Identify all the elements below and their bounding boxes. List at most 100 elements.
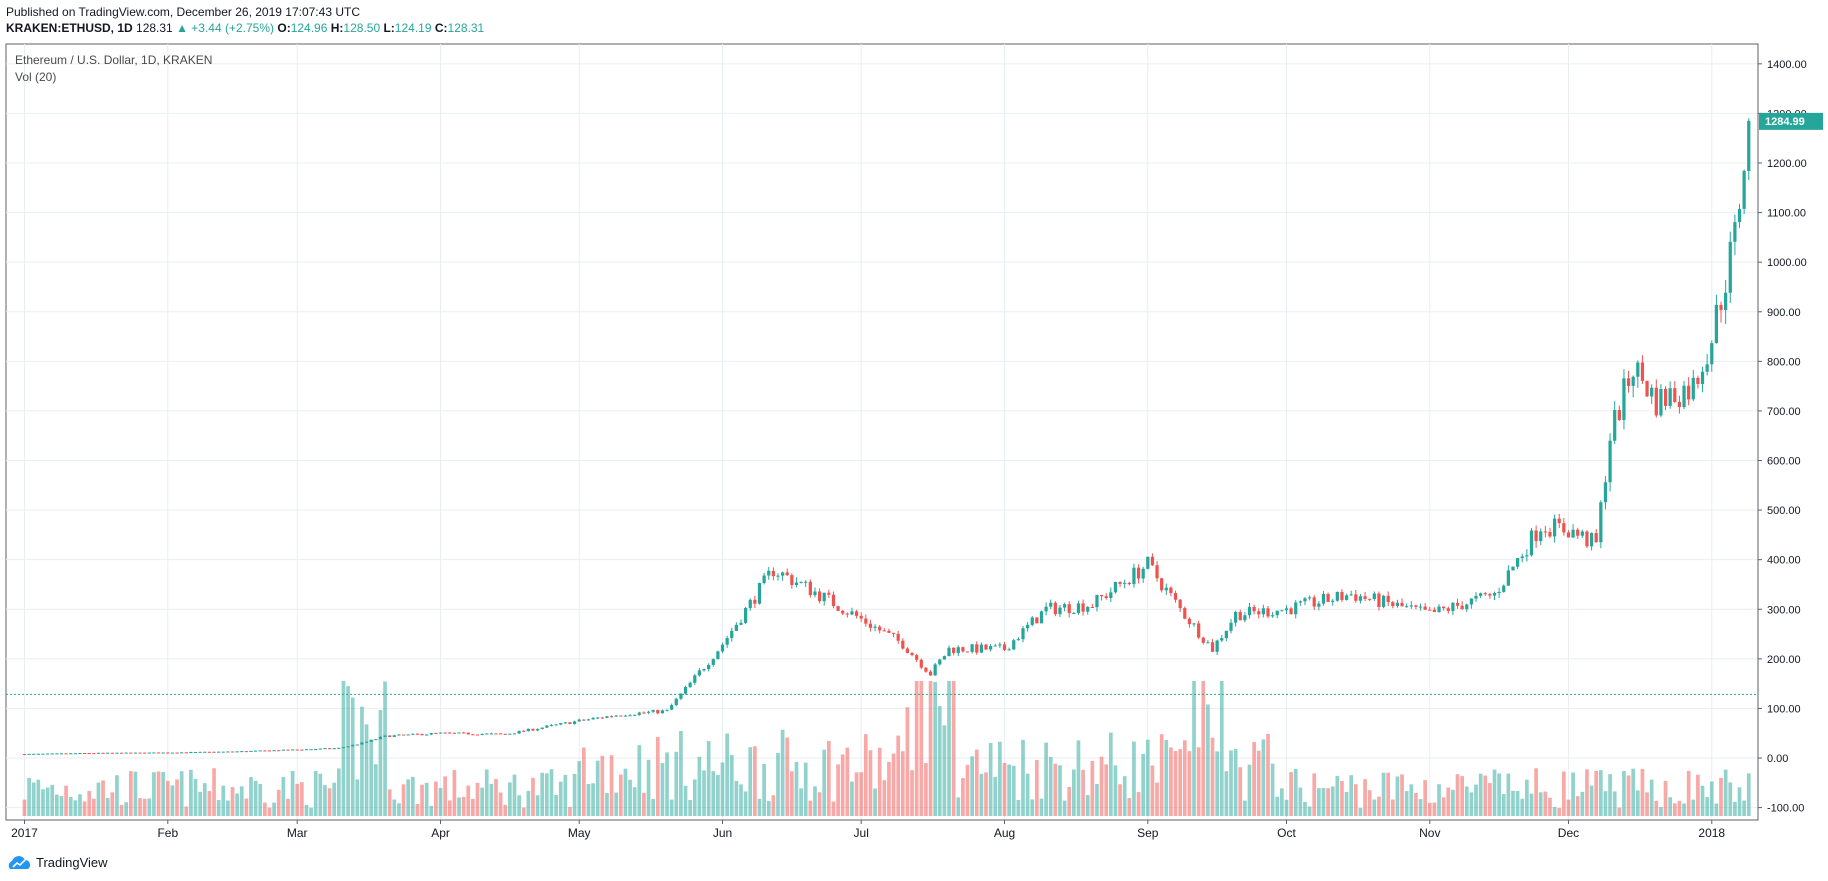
candle-body-213 bbox=[1007, 649, 1011, 651]
volume-bar-194 bbox=[919, 681, 924, 816]
candle-body-37 bbox=[193, 751, 198, 753]
volume-bar-340 bbox=[1594, 770, 1599, 816]
volume-bar-59 bbox=[295, 783, 300, 816]
volume-bar-147 bbox=[702, 770, 706, 816]
y-tick-label-2: 1200.00 bbox=[1767, 158, 1807, 170]
volume-bar-141 bbox=[674, 751, 679, 816]
last-price-badge-bg bbox=[1759, 112, 1823, 130]
candle-body-361 bbox=[1691, 377, 1695, 400]
candle-body-76 bbox=[374, 739, 378, 741]
candle-body-75 bbox=[369, 739, 373, 742]
candle-body-70 bbox=[346, 746, 350, 748]
candle-body-15 bbox=[92, 753, 96, 755]
price-axis[interactable]: 1400.001300.001200.001100.001000.00900.0… bbox=[1758, 59, 1807, 815]
candle-body-34 bbox=[180, 752, 184, 754]
candle-body-339 bbox=[1589, 533, 1594, 547]
volume-bar-250 bbox=[1178, 749, 1183, 816]
candle-body-187 bbox=[887, 630, 891, 633]
candle-body-245 bbox=[1155, 565, 1159, 579]
candle-body-341 bbox=[1599, 502, 1603, 543]
volume-bar-280 bbox=[1316, 788, 1321, 816]
candle-body-1 bbox=[27, 753, 31, 755]
volume-bar-293 bbox=[1377, 796, 1381, 816]
candle-body-349 bbox=[1636, 362, 1640, 377]
volume-bar-151 bbox=[720, 762, 725, 816]
volume-bar-62 bbox=[309, 807, 313, 816]
volume-bar-6 bbox=[50, 784, 55, 816]
volume-bar-44 bbox=[226, 800, 230, 816]
volume-bar-21 bbox=[119, 804, 124, 816]
candle-body-351 bbox=[1645, 380, 1649, 397]
volume-bar-227 bbox=[1071, 769, 1076, 816]
volume-bar-360 bbox=[1686, 770, 1691, 816]
candle-body-237 bbox=[1118, 582, 1122, 584]
candle-body-7 bbox=[55, 753, 59, 755]
candle-body-313 bbox=[1469, 598, 1474, 605]
candle-body-191 bbox=[905, 648, 910, 653]
candle-body-367 bbox=[1719, 304, 1723, 311]
candle-body-321 bbox=[1506, 570, 1510, 586]
candle-body-314 bbox=[1474, 595, 1478, 599]
volume-bar-83 bbox=[406, 779, 411, 816]
volume-bar-103 bbox=[498, 792, 503, 816]
x-tick-label-9: Oct bbox=[1277, 826, 1296, 840]
candle-body-265 bbox=[1247, 606, 1252, 616]
volume-bar-282 bbox=[1326, 788, 1330, 816]
candle-body-107 bbox=[517, 730, 521, 734]
candle-body-151 bbox=[720, 644, 725, 652]
candle-body-95 bbox=[462, 732, 466, 734]
candle-body-161 bbox=[767, 570, 771, 576]
candle-body-268 bbox=[1261, 608, 1265, 615]
volume-bar-90 bbox=[438, 787, 443, 816]
volume-bar-24 bbox=[133, 771, 138, 816]
volume-bar-158 bbox=[753, 746, 757, 816]
volume-bar-220 bbox=[1039, 798, 1044, 816]
footer-brand[interactable]: TradingView bbox=[6, 855, 108, 870]
volume-bar-127 bbox=[609, 755, 614, 816]
candle-body-318 bbox=[1492, 593, 1497, 596]
volume-bar-284 bbox=[1335, 775, 1340, 816]
volume-bar-219 bbox=[1035, 760, 1039, 816]
candle-body-54 bbox=[272, 750, 276, 752]
volume-bar-7 bbox=[55, 794, 59, 816]
volume-bar-8 bbox=[59, 796, 64, 816]
volume-bar-128 bbox=[614, 792, 619, 816]
candle-body-132 bbox=[633, 714, 637, 716]
volume-bar-329 bbox=[1543, 791, 1548, 816]
volume-bar-73 bbox=[360, 706, 364, 816]
candle-body-348 bbox=[1631, 376, 1635, 386]
volume-bar-80 bbox=[392, 799, 397, 816]
volume-bar-173 bbox=[822, 749, 827, 816]
candle-body-176 bbox=[836, 606, 840, 611]
volume-bar-272 bbox=[1280, 788, 1284, 816]
time-axis[interactable]: 2017 Feb Mar Apr May Jun Jul Aug Sep Oct Nov Dec 201… bbox=[11, 820, 1725, 840]
candle-body-183 bbox=[868, 623, 873, 628]
candle-body-52 bbox=[263, 750, 267, 752]
candle-body-40 bbox=[207, 751, 212, 753]
volume-bar-223 bbox=[1053, 763, 1058, 816]
volume-bar-14 bbox=[87, 791, 92, 816]
candle-body-284 bbox=[1335, 591, 1339, 601]
candle-body-301 bbox=[1414, 605, 1418, 607]
volume-bar-91 bbox=[443, 776, 448, 816]
candle-body-130 bbox=[623, 715, 628, 717]
volume-bar-84 bbox=[410, 776, 415, 816]
candle-body-193 bbox=[915, 655, 919, 660]
volume-bar-183 bbox=[868, 750, 873, 816]
volume-bar-71 bbox=[350, 697, 355, 816]
candle-body-154 bbox=[734, 624, 739, 631]
candle-body-149 bbox=[711, 659, 715, 665]
volume-bar-159 bbox=[757, 798, 762, 816]
volume-bar-108 bbox=[521, 807, 526, 816]
volume-bar-182 bbox=[863, 734, 868, 816]
volume-bar-294 bbox=[1381, 772, 1386, 816]
volume-bar-49 bbox=[249, 777, 253, 816]
volume-bar-47 bbox=[239, 786, 244, 816]
x-tick-label-1: Feb bbox=[157, 826, 178, 840]
candle-body-88 bbox=[429, 733, 433, 735]
volume-bar-170 bbox=[808, 800, 813, 816]
candle-body-86 bbox=[420, 734, 424, 736]
candle-body-102 bbox=[494, 733, 498, 735]
volume-bar-163 bbox=[776, 752, 780, 816]
